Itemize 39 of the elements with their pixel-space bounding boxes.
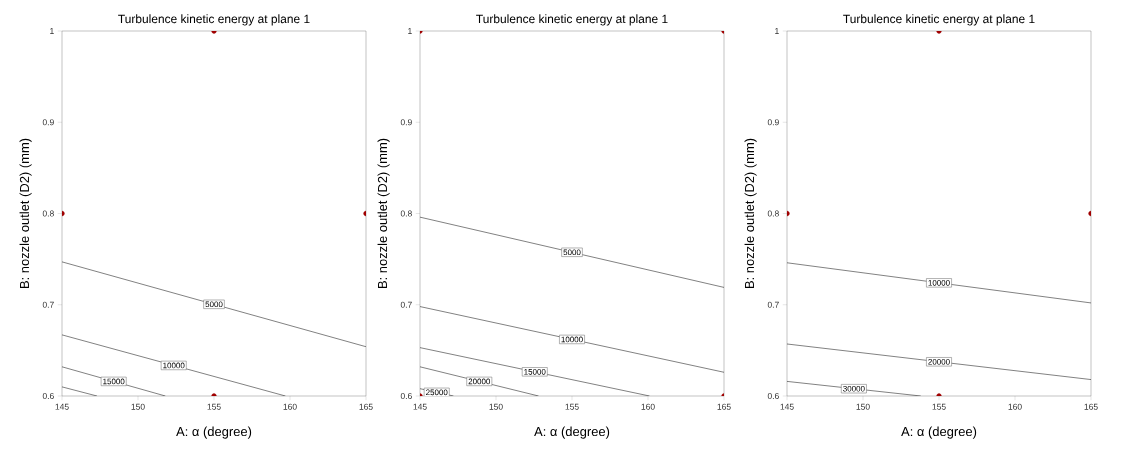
y-tick-label: 0.7 (767, 301, 779, 308)
y-tick-label: 0.8 (767, 210, 779, 217)
x-axis-title: A: α (degree) (534, 426, 610, 439)
y-tick-label: 0.7 (42, 301, 54, 308)
y-axis-title: B: nozzle outlet (D2) (mm) (744, 138, 757, 289)
y-axis-title: B: nozzle outlet (D2) (mm) (19, 138, 32, 289)
chart-title: Turbulence kinetic energy at plane 1 (476, 14, 668, 26)
y-tick-label: 0.9 (400, 119, 412, 126)
y-tick-label: 1 (408, 28, 412, 34)
x-tick-label: 155 (565, 403, 579, 410)
y-tick-label: 0.9 (42, 119, 54, 126)
x-tick-label: 160 (1008, 403, 1022, 410)
y-axis-title: B: nozzle outlet (D2) (mm) (377, 138, 390, 289)
y-tick-label: 0.6 (767, 393, 779, 399)
y-tick-label: 0.7 (400, 301, 412, 308)
x-tick-label: 145 (413, 403, 427, 410)
x-axis-title: A: α (degree) (176, 426, 252, 439)
x-tick-label: 165 (359, 403, 373, 410)
x-tick-label: 145 (55, 403, 69, 410)
x-tick-label: 150 (856, 403, 870, 410)
x-tick-label: 150 (131, 403, 145, 410)
y-tick-label: 0.6 (42, 393, 54, 399)
x-tick-label: 155 (932, 403, 946, 410)
x-tick-label: 165 (717, 403, 731, 410)
y-tick-label: 0.9 (767, 119, 779, 126)
chart-title: Turbulence kinetic energy at plane 1 (843, 14, 1035, 26)
x-tick-label: 145 (780, 403, 794, 410)
x-tick-label: 160 (641, 403, 655, 410)
y-tick-label: 0.6 (400, 393, 412, 399)
x-tick-label: 150 (489, 403, 503, 410)
x-tick-label: 165 (1084, 403, 1098, 410)
y-tick-label: 1 (50, 28, 54, 34)
y-tick-label: 0.8 (42, 210, 54, 217)
x-tick-label: 160 (283, 403, 297, 410)
y-tick-label: 1 (775, 28, 779, 34)
chart-title: Turbulence kinetic energy at plane 1 (118, 14, 310, 26)
x-tick-label: 155 (207, 403, 221, 410)
y-tick-label: 0.8 (400, 210, 412, 217)
x-axis-title: A: α (degree) (901, 426, 977, 439)
